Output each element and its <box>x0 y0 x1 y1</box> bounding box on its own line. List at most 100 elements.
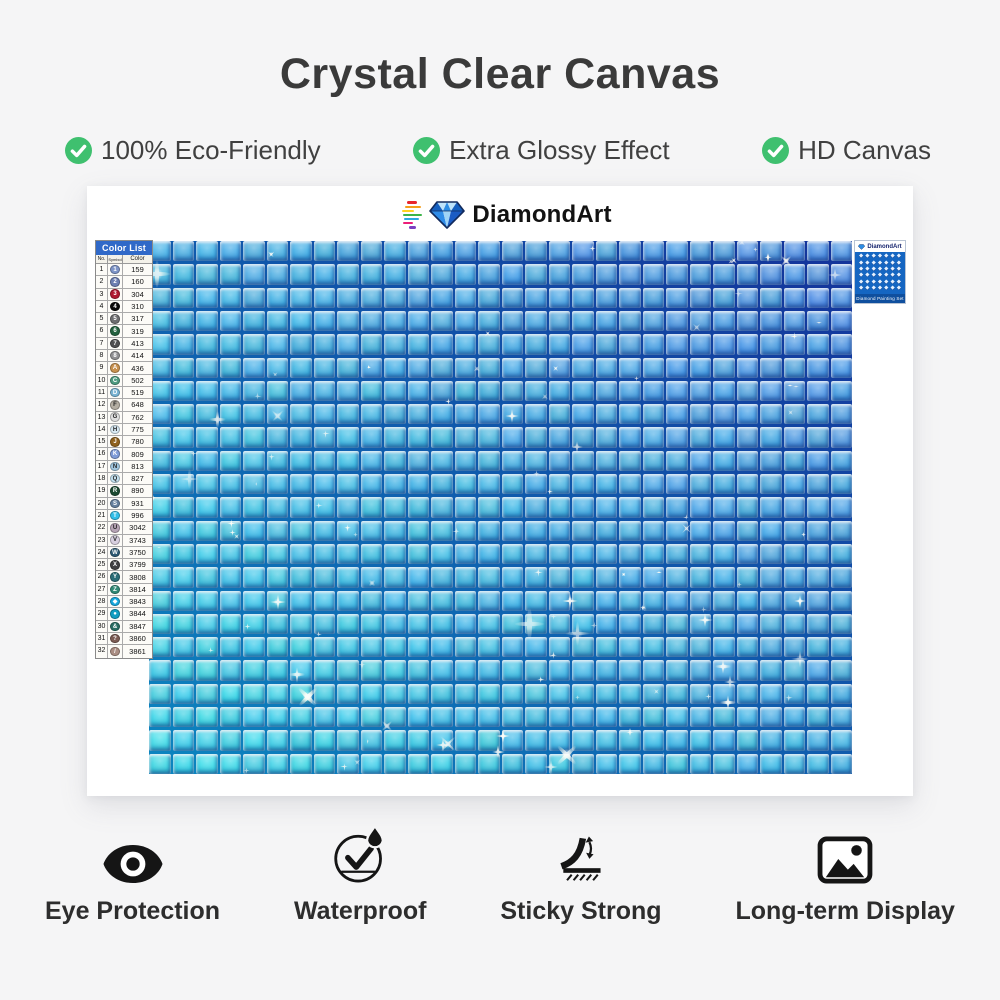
canvas-tile <box>760 241 782 262</box>
canvas-tile <box>454 567 476 588</box>
color-code: 502 <box>131 375 144 385</box>
canvas-tile <box>830 520 852 541</box>
canvas-tile <box>736 310 758 332</box>
canvas-tile <box>266 310 288 332</box>
canvas-tile <box>736 474 758 495</box>
canvas-tile <box>478 310 500 332</box>
canvas-tile <box>830 497 852 518</box>
canvas-tile <box>313 520 335 541</box>
row-number: 30 <box>96 620 108 632</box>
canvas-tile <box>196 357 218 378</box>
canvas-tile <box>337 520 359 541</box>
logo-stripe <box>407 201 418 205</box>
canvas-tile <box>478 357 500 378</box>
canvas-tile <box>548 683 570 705</box>
canvas-tile <box>290 543 312 565</box>
color-code: 3843 <box>129 597 146 607</box>
color-list-row: 18 Q 827 <box>96 473 152 486</box>
canvas-tile <box>525 404 547 425</box>
canvas-tile <box>243 567 265 588</box>
canvas-tile <box>360 310 382 332</box>
canvas-tile <box>431 427 453 448</box>
canvas-tile <box>572 590 594 611</box>
canvas-tile <box>266 753 288 774</box>
row-number: 14 <box>96 423 108 436</box>
row-number: 3 <box>96 288 108 300</box>
canvas-tile <box>407 730 429 751</box>
canvas-tile <box>219 264 241 285</box>
canvas-tile <box>219 450 241 472</box>
symbol-dot: U <box>108 522 123 534</box>
canvas-tile <box>642 543 664 565</box>
row-number: 20 <box>96 497 108 509</box>
canvas-tile <box>360 241 382 262</box>
color-list-row: 21 T 996 <box>96 509 152 523</box>
canvas-tile <box>595 637 617 658</box>
canvas-tile <box>501 357 523 378</box>
canvas-tile <box>548 753 570 774</box>
canvas-tile <box>219 380 241 402</box>
tag-diamond-glyph: ◆ <box>865 266 870 273</box>
symbol-dot: R <box>108 485 123 497</box>
symbol-dot: / <box>108 645 123 658</box>
canvas-tile <box>313 543 335 565</box>
canvas-tile <box>525 380 547 402</box>
logo-stripe <box>403 221 414 225</box>
canvas-tile <box>243 683 265 705</box>
canvas-tile <box>290 683 312 705</box>
canvas-tile <box>313 707 335 728</box>
canvas-tile <box>525 427 547 448</box>
canvas-tile <box>384 520 406 541</box>
canvas-tile <box>736 380 758 402</box>
canvas-tile <box>266 241 288 262</box>
canvas-tile <box>149 474 171 495</box>
canvas-tile <box>783 427 805 448</box>
canvas-tile <box>478 683 500 705</box>
canvas-tile <box>713 334 735 355</box>
canvas-tile <box>760 310 782 332</box>
canvas-tile <box>313 637 335 658</box>
canvas-tile <box>407 683 429 705</box>
canvas-tile <box>172 543 194 565</box>
canvas-tile <box>337 264 359 285</box>
canvas-tile <box>713 613 735 635</box>
canvas-tile <box>313 474 335 495</box>
color-list-row: 3 3 304 <box>96 288 152 301</box>
color-list-row: 30 & 3847 <box>96 620 152 633</box>
canvas-tile <box>431 287 453 308</box>
canvas-tile <box>642 567 664 588</box>
color-list-row: 14 H 775 <box>96 423 152 437</box>
canvas-tile <box>360 334 382 355</box>
canvas-tile <box>619 427 641 448</box>
canvas-tile <box>454 334 476 355</box>
symbol-dot: S <box>108 497 123 509</box>
canvas-tile <box>219 287 241 308</box>
canvas-tile <box>243 287 265 308</box>
canvas-tile <box>407 404 429 425</box>
canvas-tile <box>501 520 523 541</box>
symbol-dot: 3 <box>108 288 123 300</box>
canvas-tile <box>713 683 735 705</box>
canvas-tile <box>313 497 335 518</box>
canvas-tile <box>713 520 735 541</box>
canvas-tile <box>172 264 194 285</box>
canvas-tile <box>642 241 664 262</box>
canvas-tile <box>666 474 688 495</box>
canvas-tile <box>807 543 829 565</box>
color-code: 3808 <box>129 572 146 582</box>
canvas-tile <box>313 683 335 705</box>
color-list-row: 1 1 159 <box>96 264 152 277</box>
canvas-tile <box>830 450 852 472</box>
canvas-tile <box>454 357 476 378</box>
symbol-dot: G <box>108 411 123 423</box>
symbol-dot: 2 <box>108 276 123 288</box>
canvas-tile <box>760 404 782 425</box>
canvas-tile <box>313 380 335 402</box>
canvas-tile <box>243 357 265 378</box>
canvas-tile <box>689 730 711 751</box>
canvas-tile <box>478 590 500 611</box>
canvas-tile <box>736 707 758 728</box>
canvas-tile <box>525 637 547 658</box>
tag-diamond-glyph: ◆ <box>871 278 876 285</box>
canvas-tile <box>266 450 288 472</box>
